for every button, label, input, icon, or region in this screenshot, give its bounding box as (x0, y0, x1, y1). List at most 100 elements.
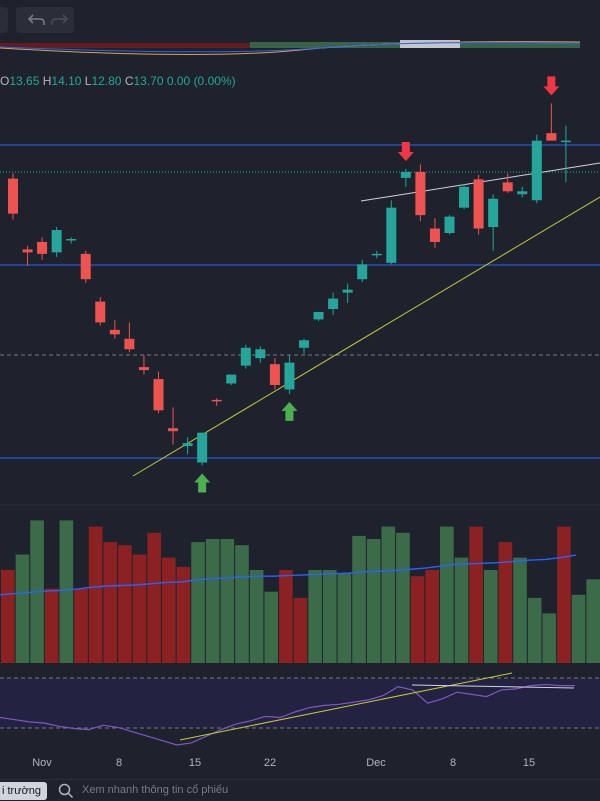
candle-body (197, 432, 208, 463)
rsi-resistance (411, 684, 575, 689)
volume-bar (440, 526, 454, 663)
volume-bar (586, 579, 600, 663)
volume-bar (279, 570, 293, 663)
volume-bar (220, 539, 235, 663)
candle-body (299, 340, 309, 348)
volume-bar (235, 545, 249, 663)
volume-bar (132, 554, 147, 663)
market-tab[interactable]: i trường (0, 782, 48, 800)
candle-body (153, 379, 164, 411)
search-icon[interactable] (58, 783, 74, 799)
x-tick-label: Nov (32, 757, 52, 769)
x-tick-label: 8 (450, 757, 456, 769)
candle-body (168, 428, 179, 432)
candle-body (37, 241, 48, 254)
rsi-trendline (179, 672, 513, 741)
undo-icon (27, 14, 69, 25)
candle-body (386, 207, 397, 263)
open-label: O (0, 74, 10, 88)
candle-body (95, 301, 106, 323)
candle-body (517, 191, 528, 195)
buy-arrow-icon (194, 473, 211, 493)
candle-body (560, 140, 571, 143)
toolbar (0, 0, 600, 38)
volume-bar (293, 597, 308, 663)
bottom-bar: i trường Xem nhanh thông tin cổ phiếu (0, 779, 600, 801)
candle-body (284, 362, 295, 390)
candle-body (313, 311, 324, 320)
candle-body (328, 298, 339, 309)
x-tick-label: 22 (264, 757, 276, 769)
close-value: 13.70 (133, 74, 164, 88)
support-trendline (132, 196, 600, 477)
volume-bar (103, 542, 118, 663)
candle-body (80, 253, 91, 280)
high-label: H (42, 74, 52, 88)
volume-bar (161, 557, 176, 663)
volume-bar (191, 542, 205, 663)
candle-body (371, 253, 382, 256)
candle-body (269, 364, 280, 385)
rsi-band (0, 678, 600, 728)
volume-bar (59, 520, 74, 663)
horizontal-levels (0, 144, 600, 459)
volume-bar (308, 570, 322, 663)
candle-body (357, 264, 368, 280)
change-value: 0.00 (0.00%) (166, 74, 236, 88)
candle-body (429, 228, 440, 242)
rsi-pane (0, 683, 575, 746)
volume-pane (0, 520, 600, 663)
volume-bar (542, 613, 557, 663)
candle-body (66, 238, 77, 241)
price-chart[interactable]: Nov 8 15 22 Dec 8 15 (0, 0, 600, 780)
volume-bar (147, 532, 161, 663)
candle-body (400, 171, 411, 178)
candle-body (109, 329, 120, 335)
volume-bar (15, 554, 30, 663)
volume-bar (264, 591, 279, 663)
volume-bar (513, 557, 527, 663)
volume-bar (249, 570, 264, 663)
candle-body (138, 367, 149, 371)
volume-bar (381, 526, 396, 663)
candle-body (182, 443, 193, 447)
volume-bar (1, 570, 15, 663)
low-label: L (84, 74, 92, 88)
candles-layer (8, 103, 571, 466)
candle-body (444, 216, 455, 234)
candle-body (546, 133, 557, 141)
undo-button[interactable] (16, 7, 74, 33)
volume-bar (396, 532, 410, 663)
candle-body (8, 178, 18, 214)
candle-body (502, 182, 513, 192)
toolbar-button-partial[interactable] (0, 7, 8, 33)
volume-bar (527, 597, 542, 663)
volume-bar (483, 570, 498, 663)
x-tick-label: Dec (366, 757, 386, 769)
ohlc-legend: O13.65 H14.10 L12.80 C13.70 0.00 (0.00%) (0, 74, 236, 88)
volume-bar (44, 588, 59, 663)
volume-bar (176, 566, 191, 663)
volume-bar (352, 535, 366, 663)
candle-body (473, 179, 484, 229)
rsi-line (0, 683, 575, 746)
volume-bar (469, 526, 483, 663)
volume-bar (322, 570, 337, 663)
open-value: 13.65 (9, 74, 40, 88)
candle-body (51, 230, 62, 253)
buy-arrow-icon (281, 401, 298, 421)
trendlines (132, 162, 600, 477)
volume-bar (74, 588, 88, 663)
volume-bar (498, 542, 513, 663)
low-value: 12.80 (91, 74, 122, 88)
volume-bar (454, 557, 469, 663)
candle-body (255, 349, 266, 359)
sell-arrow-icon (543, 76, 560, 96)
volume-bar (88, 526, 103, 663)
volume-bar (571, 594, 586, 663)
high-value: 14.10 (51, 74, 82, 88)
candle-body (342, 289, 353, 293)
x-tick-label: 15 (189, 757, 201, 769)
search-input[interactable]: Xem nhanh thông tin cổ phiếu (82, 784, 229, 796)
candle-body (211, 399, 222, 402)
